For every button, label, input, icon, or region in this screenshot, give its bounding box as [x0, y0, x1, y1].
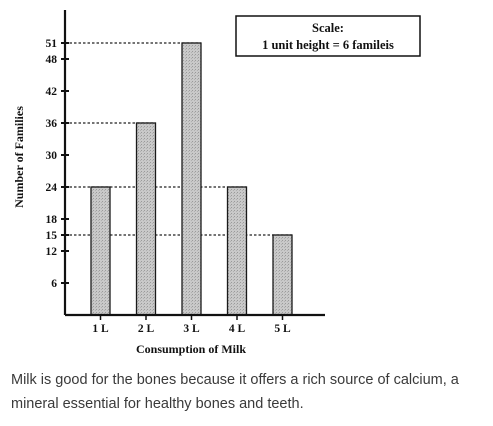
bar-3l — [181, 42, 202, 316]
y-tick-label-12: 12 — [46, 246, 58, 258]
y-tick-label-51: 51 — [46, 38, 58, 50]
y-tick-label-42: 42 — [46, 86, 58, 98]
x-tick-label-5: 5 L — [274, 323, 291, 335]
bar-2l — [135, 122, 157, 316]
chart-canvas: 6 12 15 18 24 30 36 42 48 51 1 L 2 L 3 L 4 L 5 L Cons… — [12, 10, 421, 356]
bar-5l — [272, 234, 293, 316]
x-axis-ticks: 1 L 2 L 3 L 4 L 5 L — [92, 315, 291, 335]
bars — [90, 42, 293, 316]
scale-legend-text: 1 unit height = 6 famileis — [262, 38, 394, 52]
scale-legend-box — [235, 15, 421, 57]
y-tick-label-36: 36 — [46, 118, 58, 130]
x-tick-label-1: 1 L — [92, 323, 109, 335]
x-axis-title: Consumption of Milk — [136, 342, 246, 356]
scale-legend-title: Scale: — [312, 21, 344, 35]
x-tick-label-3: 3 L — [183, 323, 200, 335]
x-tick-label-2: 2 L — [138, 323, 155, 335]
y-tick-label-30: 30 — [46, 150, 58, 162]
bar-chart: 6 12 15 18 24 30 36 42 48 51 1 L 2 L 3 L 4 L 5 L Cons… — [12, 10, 421, 356]
bar-4l — [226, 186, 248, 316]
bar-1l — [90, 186, 111, 316]
axes — [63, 10, 325, 317]
y-tick-label-6: 6 — [51, 278, 57, 290]
y-tick-label-18: 18 — [46, 214, 58, 226]
y-tick-label-24: 24 — [46, 182, 58, 194]
caption-text: Milk is good for the bones because it of… — [11, 372, 459, 412]
scale-legend: Scale: 1 unit height = 6 famileis — [235, 15, 421, 57]
y-axis-ticks: 6 12 15 18 24 30 36 42 48 51 — [46, 38, 69, 290]
y-axis-title: Number of Families — [12, 106, 26, 208]
y-tick-label-15: 15 — [46, 230, 58, 242]
y-tick-label-48: 48 — [46, 54, 58, 66]
x-tick-label-4: 4 L — [229, 323, 246, 335]
